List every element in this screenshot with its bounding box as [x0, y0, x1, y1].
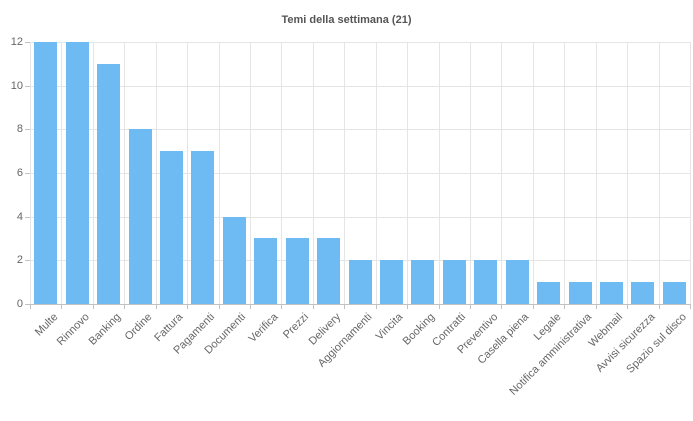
bar-rinnovo[interactable]: [66, 42, 89, 304]
x-axis-tick: [187, 304, 188, 309]
y-axis-label: 2: [16, 254, 23, 266]
x-axis-tick: [156, 304, 157, 309]
bar-verifica[interactable]: [254, 238, 277, 304]
y-axis-label: 10: [10, 80, 23, 92]
y-axis-tick: [25, 304, 30, 305]
bar-legale[interactable]: [537, 282, 560, 304]
bar-ordine[interactable]: [129, 129, 152, 304]
x-axis-tick: [376, 304, 377, 309]
bar-prezzi[interactable]: [286, 238, 309, 304]
h-gridline: [30, 173, 690, 174]
v-gridline: [156, 42, 157, 304]
h-gridline: [30, 42, 690, 43]
x-axis-tick: [564, 304, 565, 309]
y-axis-label: 0: [16, 298, 23, 310]
h-gridline: [30, 217, 690, 218]
bar-vincita[interactable]: [380, 260, 403, 304]
x-axis-tick: [501, 304, 502, 309]
x-axis-tick: [470, 304, 471, 309]
y-axis-tick: [25, 86, 30, 87]
v-gridline: [313, 42, 314, 304]
x-axis-label-rinnovo: Rinnovo: [54, 311, 92, 349]
bar-pagamenti[interactable]: [191, 151, 214, 304]
v-gridline: [470, 42, 471, 304]
x-axis-line: [30, 304, 691, 305]
y-axis-tick: [25, 260, 30, 261]
v-gridline: [187, 42, 188, 304]
x-axis-label-verifica: Verifica: [246, 311, 281, 345]
bar-multe[interactable]: [34, 42, 57, 304]
x-axis-tick: [627, 304, 628, 309]
bar-webmail[interactable]: [600, 282, 623, 304]
bar-avvisi-sicurezza[interactable]: [631, 282, 654, 304]
v-gridline: [407, 42, 408, 304]
x-axis-tick: [281, 304, 282, 309]
v-gridline: [627, 42, 628, 304]
chart-title: Temi della settimana (21): [281, 14, 412, 26]
bar-preventivo[interactable]: [474, 260, 497, 304]
v-gridline: [30, 42, 31, 304]
x-axis-tick: [533, 304, 534, 309]
x-axis-tick: [596, 304, 597, 309]
bar-banking[interactable]: [97, 64, 120, 304]
y-axis-tick: [25, 217, 30, 218]
v-gridline: [596, 42, 597, 304]
bar-contratti[interactable]: [443, 260, 466, 304]
y-axis-label: 12: [10, 36, 23, 48]
x-axis-tick: [344, 304, 345, 309]
bar-casella-piena[interactable]: [506, 260, 529, 304]
v-gridline: [124, 42, 125, 304]
y-axis-tick: [25, 129, 30, 130]
h-gridline: [30, 86, 690, 87]
x-axis-tick: [659, 304, 660, 309]
bar-fattura[interactable]: [160, 151, 183, 304]
v-gridline: [376, 42, 377, 304]
bar-delivery[interactable]: [317, 238, 340, 304]
v-gridline: [281, 42, 282, 304]
x-axis-label-banking: Banking: [86, 311, 124, 348]
v-gridline: [344, 42, 345, 304]
v-gridline: [564, 42, 565, 304]
x-axis-tick: [61, 304, 62, 309]
x-axis-tick: [313, 304, 314, 309]
x-axis-tick: [93, 304, 94, 309]
x-axis-tick: [250, 304, 251, 309]
x-axis-tick: [690, 304, 691, 309]
bar-spazio-sul-disco[interactable]: [663, 282, 686, 304]
bar-notifica-amministrativa[interactable]: [569, 282, 592, 304]
bar-booking[interactable]: [411, 260, 434, 304]
y-axis-label: 6: [16, 167, 23, 179]
v-gridline: [659, 42, 660, 304]
v-gridline: [250, 42, 251, 304]
x-axis-tick: [219, 304, 220, 309]
v-gridline: [501, 42, 502, 304]
h-gridline: [30, 129, 690, 130]
x-axis-label-prezzi: Prezzi: [281, 311, 312, 342]
x-axis-label-ordine: Ordine: [122, 311, 155, 343]
y-axis-tick: [25, 42, 30, 43]
v-gridline: [219, 42, 220, 304]
v-gridline: [533, 42, 534, 304]
v-gridline: [690, 42, 691, 304]
y-axis-tick: [25, 173, 30, 174]
bar-aggiornamenti[interactable]: [349, 260, 372, 304]
x-axis-label-multe: Multe: [32, 311, 61, 339]
y-axis-label: 8: [16, 123, 23, 135]
x-axis-tick: [407, 304, 408, 309]
x-axis-tick: [30, 304, 31, 309]
y-axis-label: 4: [16, 211, 23, 223]
v-gridline: [93, 42, 94, 304]
bar-documenti[interactable]: [223, 217, 246, 304]
x-axis-tick: [124, 304, 125, 309]
v-gridline: [61, 42, 62, 304]
x-axis-tick: [439, 304, 440, 309]
v-gridline: [439, 42, 440, 304]
